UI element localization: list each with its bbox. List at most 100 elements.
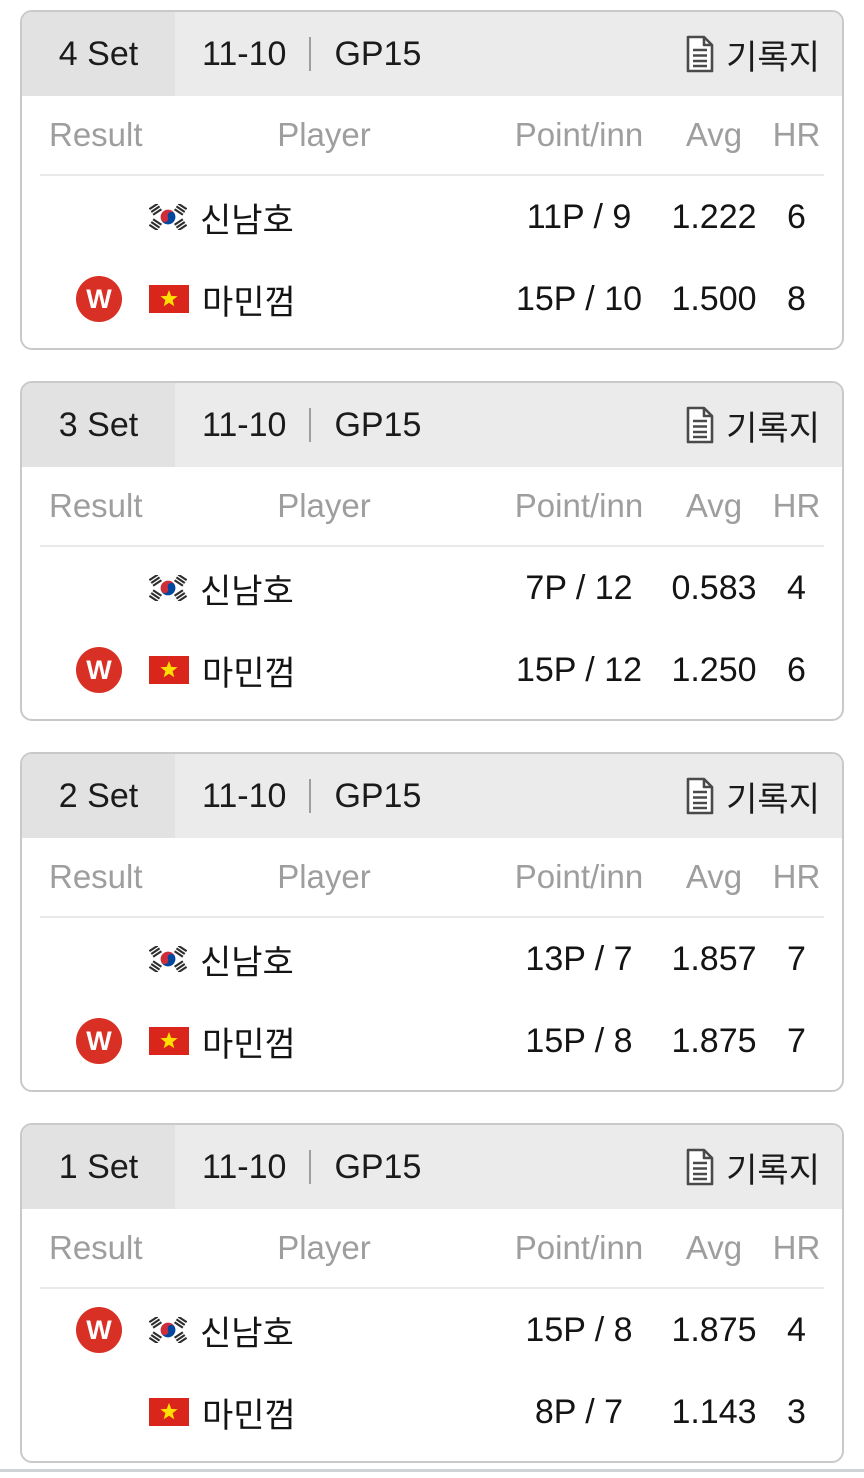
column-header-result: Result [49,1229,143,1266]
document-icon [684,406,716,444]
avg-value: 1.500 [671,279,757,318]
table-header-divider [40,1287,824,1289]
player-name: 신남호 [200,1314,294,1353]
set-score: 11-10 [202,1147,287,1186]
winner-badge: W [76,276,122,322]
set-label: 2 Set [22,754,175,838]
set-card-header: 4 Set 11-10 GP15 기록지 [22,12,842,96]
card-bottom-padding [22,711,842,719]
south-korea-flag-icon [149,204,187,230]
player-cell: 신남호 [149,935,499,984]
match-info: 11-10 GP15 [202,406,421,445]
record-sheet-label: 기록지 [726,780,820,819]
player-cell: 마민껌 [149,275,499,324]
card-bottom-padding [22,1453,842,1461]
vertical-separator [309,1150,312,1184]
game-type: GP15 [334,776,422,815]
result-cell: W [49,565,149,611]
set-score: 11-10 [202,405,287,444]
point-inn-value: 8P / 7 [534,1392,624,1431]
player-name: 신남호 [200,572,294,611]
hr-value: 4 [787,568,806,607]
point-inn-value: 15P / 12 [515,650,643,689]
table-header-row: Result Player Point/inn Avg HR [22,838,842,916]
document-icon [684,1148,716,1186]
table-body: W [22,547,842,711]
set-label: 3 Set [22,383,175,467]
set-card-header: 3 Set 11-10 GP15 기록지 [22,383,842,467]
player-row: W [22,629,842,711]
hr-value: 6 [787,650,806,689]
vietnam-flag-icon [149,285,189,313]
record-sheet-button[interactable]: 기록지 [684,30,820,79]
match-info: 11-10 GP15 [202,777,421,816]
column-header-hr: HR [772,1229,821,1266]
record-sheet-button[interactable]: 기록지 [684,401,820,450]
column-header-result: Result [49,116,143,153]
table-header-row: Result Player Point/inn Avg HR [22,467,842,545]
player-row: W [22,1371,842,1453]
point-inn-value: 13P / 7 [525,939,633,978]
south-korea-flag-icon [149,946,187,972]
set-score: 11-10 [202,776,287,815]
card-bottom-padding [22,340,842,348]
set-card: 3 Set 11-10 GP15 기록지 Result Player [20,381,844,721]
point-inn-value: 15P / 8 [525,1021,633,1060]
document-icon [684,777,716,815]
set-card: 4 Set 11-10 GP15 기록지 Result Player [20,10,844,350]
player-cell: 신남호 [149,564,499,613]
hr-value: 6 [787,197,806,236]
record-sheet-label: 기록지 [726,1151,820,1190]
game-type: GP15 [334,34,422,73]
point-inn-value: 7P / 12 [525,568,633,607]
player-name: 마민껌 [202,654,296,693]
game-type: GP15 [334,405,422,444]
set-label: 4 Set [22,12,175,96]
player-row: W [22,1000,842,1082]
hr-value: 3 [787,1392,806,1431]
avg-value: 1.222 [671,197,757,236]
table-body: W [22,176,842,340]
match-info: 11-10 GP15 [202,1148,421,1187]
point-inn-value: 11P / 9 [526,197,632,236]
game-type: GP15 [334,1147,422,1186]
avg-value: 0.583 [671,568,757,607]
result-cell: W [49,936,149,982]
vietnam-flag-icon [149,1027,189,1055]
record-sheet-button[interactable]: 기록지 [684,772,820,821]
player-name: 신남호 [200,201,294,240]
set-card: 2 Set 11-10 GP15 기록지 Result Player [20,752,844,1092]
player-row: W [22,258,842,340]
player-row: W [22,1289,842,1371]
vertical-separator [309,37,312,71]
player-name: 신남호 [200,943,294,982]
column-header-point-inn: Point/inn [514,1229,644,1266]
player-name: 마민껌 [202,1396,296,1435]
column-header-player: Player [277,1229,371,1266]
record-sheet-button[interactable]: 기록지 [684,1143,820,1192]
result-cell: W [49,1389,149,1435]
winner-badge: W [76,1307,122,1353]
column-header-avg: Avg [685,116,743,153]
result-cell: W [49,1307,149,1353]
set-card-header: 1 Set 11-10 GP15 기록지 [22,1125,842,1209]
document-icon [684,35,716,73]
hr-value: 8 [787,279,806,318]
card-bottom-padding [22,1082,842,1090]
column-header-point-inn: Point/inn [514,858,644,895]
point-inn-value: 15P / 8 [525,1310,633,1349]
column-header-hr: HR [772,487,821,524]
column-header-hr: HR [772,116,821,153]
table-header-row: Result Player Point/inn Avg HR [22,1209,842,1287]
player-row: W [22,176,842,258]
player-cell: 신남호 [149,1306,499,1355]
winner-badge: W [76,1018,122,1064]
point-inn-value: 15P / 10 [515,279,643,318]
set-score: 11-10 [202,34,287,73]
avg-value: 1.857 [671,939,757,978]
player-row: W [22,918,842,1000]
result-cell: W [49,647,149,693]
record-sheet-label: 기록지 [726,38,820,77]
vietnam-flag-icon [149,656,189,684]
